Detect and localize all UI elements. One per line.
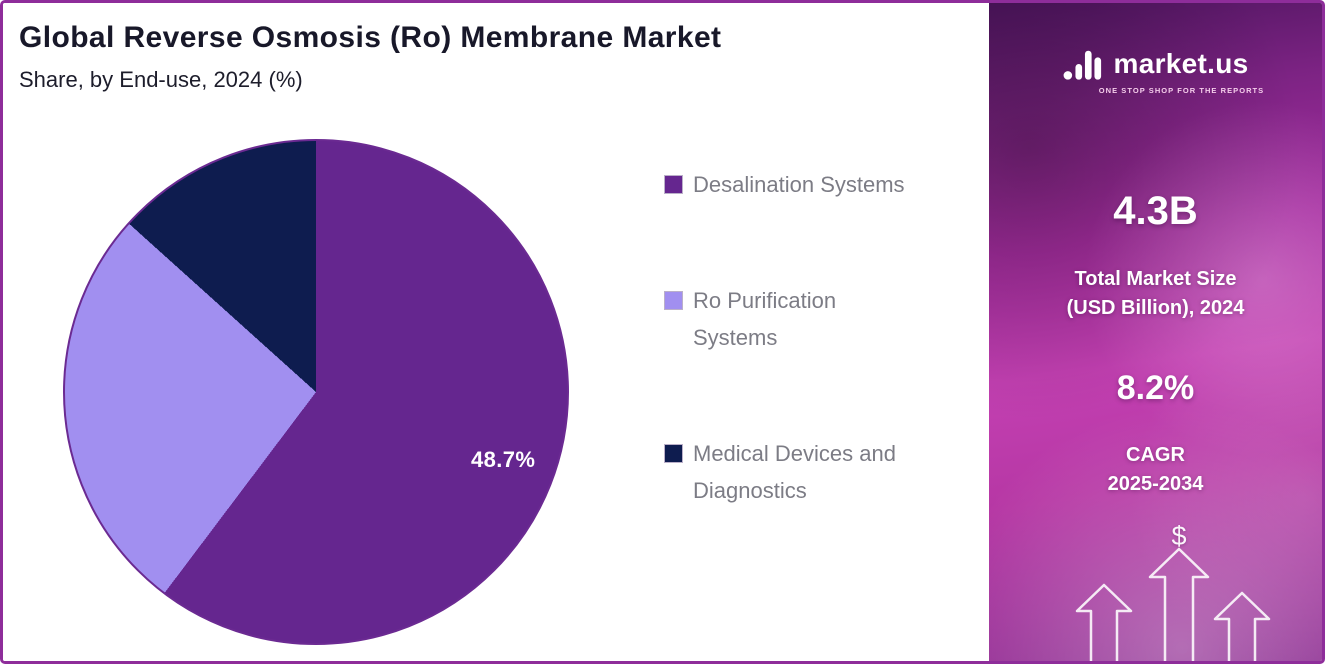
chart-panel: Global Reverse Osmosis (Ro) Membrane Mar… [3,3,989,661]
legend-swatch-desalination-systems [664,175,683,194]
chart-legend: Desalination Systems Ro Purification Sys… [664,167,908,589]
brand-name: market.us [1113,48,1249,79]
legend-swatch-ro-purification-systems [664,290,683,310]
legend-label: Ro Purification Systems [693,287,837,350]
brand: market.us ONE STOP SHOP FOR THE REPORTS [989,45,1322,95]
growth-arrows-icon [1075,547,1271,661]
brand-row: market.us [1063,45,1249,83]
sidebar-panel: market.us ONE STOP SHOP FOR THE REPORTS … [989,3,1322,661]
legend-label: Desalination Systems [693,172,905,197]
cagr-label-line2: 2025-2034 [1107,473,1204,495]
brand-tagline: ONE STOP SHOP FOR THE REPORTS [1098,86,1265,95]
legend-swatch-medical-devices-and-diagnostics [664,443,683,463]
dollar-icon: $ [1171,521,1187,551]
legend-item-desalination-systems: Desalination Systems [664,167,908,204]
market-size-label: Total Market Size (USD Billion), 2024 [989,265,1322,323]
cagr-value: 8.2% [1116,369,1195,407]
market-size-label-line1: Total Market Size [1074,268,1237,290]
chart-subtitle: Share, by End-use, 2024 (%) [19,67,303,92]
marketus-logo-icon [1063,50,1101,80]
legend-label: Medical Devices and Diagnostics [693,440,896,503]
pie-chart-area: 48.7% [63,139,569,645]
legend-item-medical-devices-and-diagnostics: Medical Devices and Diagnostics [664,436,908,510]
legend-item-ro-purification-systems: Ro Purification Systems [664,283,908,357]
pie-chart [63,139,569,645]
pie-data-label: 48.7% [471,447,536,472]
market-size-value: 4.3B [1113,189,1198,233]
market-size-label-line2: (USD Billion), 2024 [1066,297,1245,319]
cagr-label-line1: CAGR [1126,444,1185,466]
cagr-label: CAGR 2025-2034 [989,441,1322,499]
chart-title: Global Reverse Osmosis (Ro) Membrane Mar… [19,21,722,54]
